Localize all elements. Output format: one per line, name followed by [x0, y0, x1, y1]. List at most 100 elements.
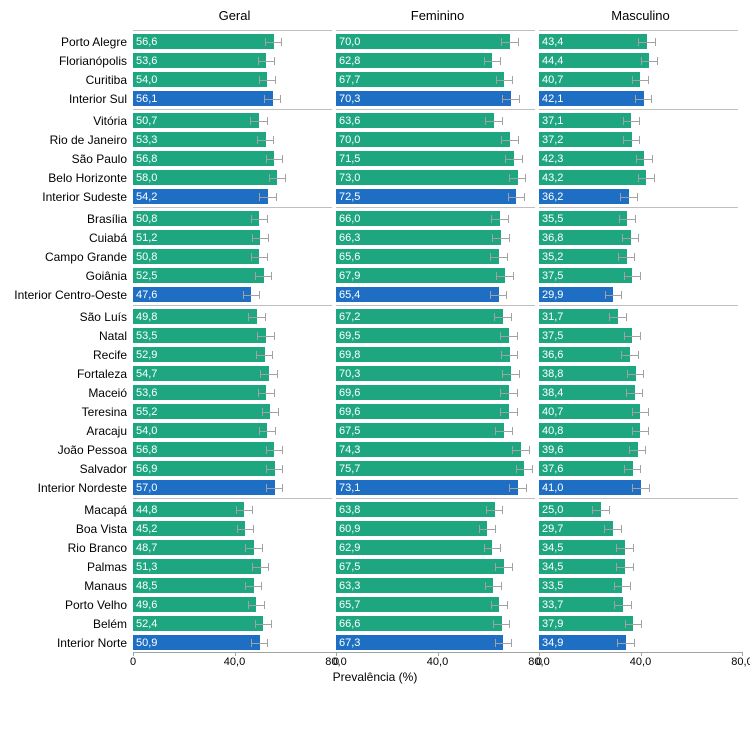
bar-value: 36,8 [542, 232, 563, 244]
error-bar [616, 548, 633, 549]
bar-value: 42,1 [542, 93, 563, 105]
bar: 69,6 [336, 404, 509, 419]
panel-masculino: 43,2 [539, 168, 742, 187]
bar: 48,7 [133, 540, 254, 555]
panel-geral: 52,4 [133, 614, 336, 633]
bar-value: 58,0 [136, 172, 157, 184]
bar-value: 53,5 [136, 330, 157, 342]
error-bar [484, 548, 501, 549]
group-separator-line [133, 30, 332, 31]
error-bar [490, 257, 507, 258]
bar: 37,1 [539, 113, 631, 128]
bar-track: 29,7 [539, 519, 738, 538]
bar: 49,6 [133, 597, 256, 612]
row-label: Interior Sudeste [8, 190, 133, 204]
error-bar [259, 197, 276, 198]
bar-track: 56,9 [133, 459, 332, 478]
group-separator-line [336, 30, 535, 31]
panel-geral: 52,9 [133, 345, 336, 364]
bar-value: 66,6 [339, 618, 360, 630]
error-bar [491, 219, 508, 220]
row-label: Boa Vista [8, 522, 133, 536]
error-bar [262, 412, 279, 413]
error-bar [635, 99, 652, 100]
bar-track: 52,5 [133, 266, 332, 285]
bar-track: 49,8 [133, 307, 332, 326]
row-label: Interior Centro-Oeste [8, 288, 133, 302]
bar-track: 67,5 [336, 421, 535, 440]
bar-value: 50,8 [136, 251, 157, 263]
panel-geral: 56,9 [133, 459, 336, 478]
axis-tick-label: 40,0 [630, 656, 651, 668]
bar: 53,3 [133, 132, 266, 147]
bar-value: 74,3 [339, 444, 360, 456]
error-bar [258, 393, 275, 394]
bar-track: 37,9 [539, 614, 738, 633]
bar: 31,7 [539, 309, 618, 324]
group-separator-line [336, 498, 535, 499]
panel-masculino: 40,8 [539, 421, 742, 440]
error-bar [636, 159, 653, 160]
panel-geral: 56,6 [133, 32, 336, 51]
bar: 54,7 [133, 366, 269, 381]
data-row: Campo Grande50,865,635,2 [8, 247, 742, 266]
group-separator-line [133, 498, 332, 499]
bar: 48,5 [133, 578, 254, 593]
error-bar [604, 529, 621, 530]
panel-masculino: 40,7 [539, 402, 742, 421]
row-label: Florianópolis [8, 54, 133, 68]
panel-feminino: 62,9 [336, 538, 539, 557]
error-bar [632, 431, 649, 432]
error-bar [500, 412, 517, 413]
panel-masculino: 34,5 [539, 557, 742, 576]
data-row: Curitiba54,067,740,7 [8, 70, 742, 89]
bar-value: 37,9 [542, 618, 563, 630]
bar-track: 66,0 [336, 209, 535, 228]
bar-track: 31,7 [539, 307, 738, 326]
panel-feminino: 66,6 [336, 614, 539, 633]
bar-track: 71,5 [336, 149, 535, 168]
axis-tick-label: 0 [536, 656, 542, 668]
row-label: Vitória [8, 114, 133, 128]
bar-value: 37,5 [542, 270, 563, 282]
error-bar [592, 510, 609, 511]
data-row: Cuiabá51,266,336,8 [8, 228, 742, 247]
bar-value: 29,7 [542, 523, 563, 535]
panel-geral: 54,7 [133, 364, 336, 383]
bar-track: 37,6 [539, 459, 738, 478]
panel-masculino: 44,4 [539, 51, 742, 70]
bar-value: 50,9 [136, 637, 157, 649]
bar-value: 70,3 [339, 93, 360, 105]
error-bar [500, 336, 517, 337]
panel-feminino: 60,9 [336, 519, 539, 538]
error-bar [619, 219, 636, 220]
bar: 38,8 [539, 366, 636, 381]
panel-feminino: 69,8 [336, 345, 539, 364]
error-bar [259, 431, 276, 432]
group-separator-line [539, 498, 738, 499]
bar-track: 67,7 [336, 70, 535, 89]
bar-track: 67,5 [336, 557, 535, 576]
panel-geral: 50,8 [133, 209, 336, 228]
bar: 35,2 [539, 249, 627, 264]
panel-feminino: 67,9 [336, 266, 539, 285]
data-row: Manaus48,563,333,5 [8, 576, 742, 595]
bar-value: 43,2 [542, 172, 563, 184]
bar-value: 49,6 [136, 599, 157, 611]
panel-geral: 48,5 [133, 576, 336, 595]
bar-track: 34,5 [539, 538, 738, 557]
panel-header-row: GeralFemininoMasculino [8, 8, 742, 27]
bar-track: 44,8 [133, 500, 332, 519]
bar-track: 35,2 [539, 247, 738, 266]
bar-track: 39,6 [539, 440, 738, 459]
panel-masculino: 37,5 [539, 266, 742, 285]
error-bar [617, 643, 634, 644]
error-bar [624, 276, 641, 277]
bar-track: 51,2 [133, 228, 332, 247]
panel-geral: 52,5 [133, 266, 336, 285]
row-label: Salvador [8, 462, 133, 476]
bar: 52,9 [133, 347, 265, 362]
error-bar [485, 586, 502, 587]
error-bar [605, 295, 622, 296]
bar: 40,7 [539, 404, 640, 419]
